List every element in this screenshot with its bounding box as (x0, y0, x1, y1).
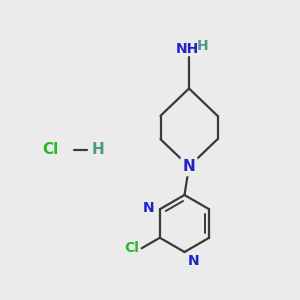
Text: Cl: Cl (124, 241, 139, 255)
Text: N: N (143, 201, 154, 215)
Text: N: N (188, 254, 200, 268)
Text: H: H (92, 142, 104, 158)
Text: N: N (183, 159, 195, 174)
Text: N: N (183, 160, 195, 173)
Text: Cl: Cl (42, 142, 58, 158)
Text: H: H (197, 39, 208, 53)
Text: NH: NH (176, 41, 199, 56)
